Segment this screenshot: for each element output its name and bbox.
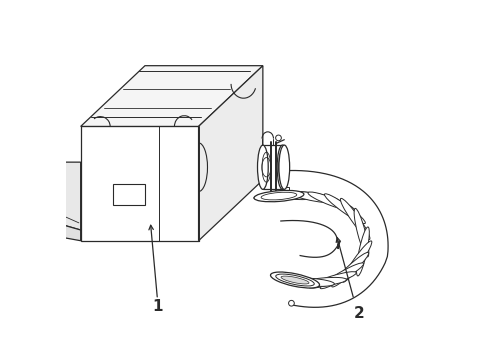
Text: 1: 1 [152,299,163,314]
Ellipse shape [341,198,370,239]
Ellipse shape [272,192,322,199]
Ellipse shape [261,192,297,200]
Polygon shape [56,223,81,241]
Ellipse shape [254,192,304,201]
Ellipse shape [285,278,334,287]
Text: 2: 2 [354,306,365,321]
Polygon shape [81,66,263,126]
Ellipse shape [308,192,355,211]
Ellipse shape [270,274,319,287]
Ellipse shape [277,145,288,189]
Circle shape [59,196,63,200]
Ellipse shape [291,192,340,203]
Ellipse shape [356,227,369,276]
Ellipse shape [343,241,372,282]
Circle shape [289,300,294,306]
Polygon shape [198,66,263,241]
Ellipse shape [308,272,356,288]
Ellipse shape [320,263,364,289]
Bar [283,187,289,196]
Ellipse shape [332,252,368,287]
Ellipse shape [279,150,287,184]
Polygon shape [81,126,198,241]
Ellipse shape [254,190,304,202]
Ellipse shape [324,194,366,224]
Ellipse shape [276,274,314,286]
Ellipse shape [281,276,309,284]
Ellipse shape [279,145,290,189]
Ellipse shape [354,208,369,257]
Ellipse shape [270,272,319,288]
Circle shape [57,194,65,202]
Bar [113,184,145,205]
Ellipse shape [258,145,268,189]
Circle shape [276,135,281,141]
Polygon shape [56,162,81,230]
Ellipse shape [296,278,346,287]
